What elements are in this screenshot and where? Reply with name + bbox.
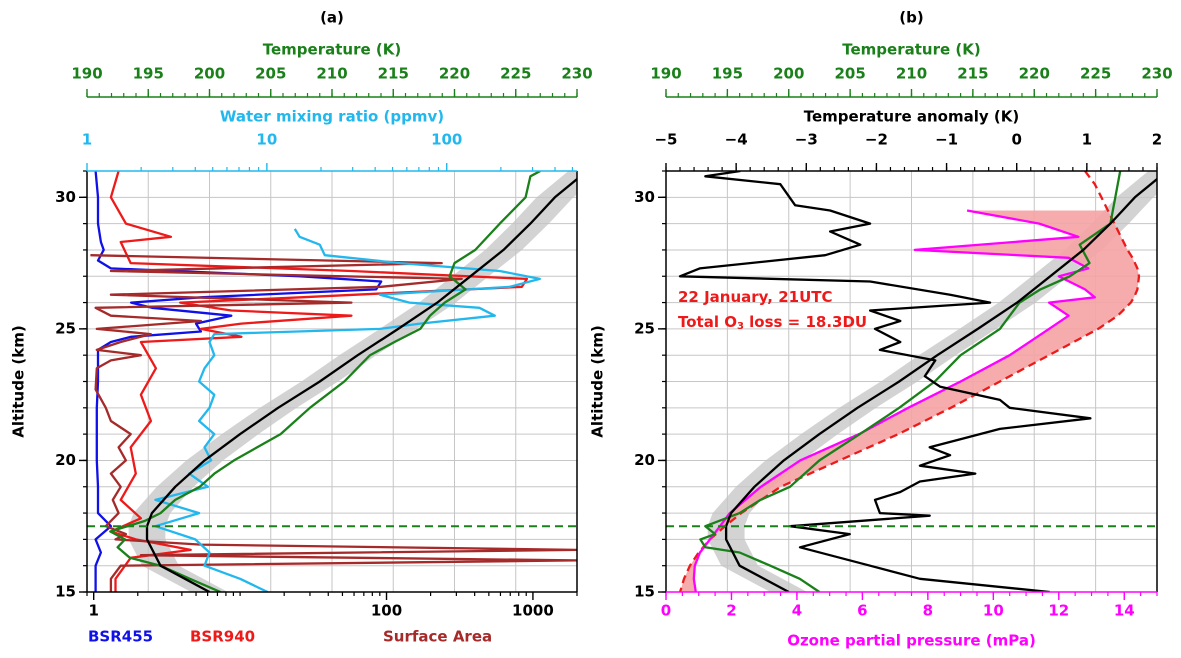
profile-line	[90, 254, 577, 592]
x-tick-label: −2	[865, 131, 888, 149]
x-tick-label: 100	[431, 131, 462, 149]
x-tick-label: 4	[792, 602, 802, 620]
profile-line	[724, 177, 1157, 592]
x-tick-label: 220	[1019, 65, 1050, 83]
x-tick-label: 230	[561, 65, 592, 83]
x-tick-label: 8	[923, 602, 933, 620]
annotation-text: loss = 18.3DU	[744, 313, 867, 331]
annotation: 22 January, 21UTC	[678, 288, 833, 306]
axis-title: Temperature (K)	[842, 41, 980, 59]
profile-line	[94, 171, 383, 592]
profile-line	[699, 171, 1122, 592]
profile-line	[678, 171, 1092, 592]
annotation-subscript: 3	[737, 321, 744, 332]
profile-line	[678, 171, 1141, 592]
x-tick-label: −3	[795, 131, 818, 149]
x-tick-label: 0	[1011, 131, 1021, 149]
x-tick-label: 215	[957, 65, 988, 83]
axis-title: Temperature (K)	[263, 41, 401, 59]
x-tick-label: 200	[773, 65, 804, 83]
x-tick-label: 225	[1080, 65, 1111, 83]
x-tick-label: 210	[896, 65, 927, 83]
x-tick-label: 205	[255, 65, 286, 83]
x-tick-label: 0	[661, 602, 671, 620]
axis-title: Temperature anomaly (K)	[804, 108, 1019, 126]
x-tick-label: 1	[1082, 131, 1092, 149]
y-axis-title: Altitude (km)	[589, 325, 607, 437]
x-tick-label: 200	[194, 65, 225, 83]
legend-label: BSR455	[88, 628, 153, 646]
x-tick-label: 1000	[512, 602, 554, 620]
x-tick-label: 195	[133, 65, 164, 83]
y-tick-label: 25	[634, 319, 655, 337]
panel-title: (a)	[320, 9, 344, 27]
x-tick-label: −4	[725, 131, 748, 149]
x-tick-label: 190	[650, 65, 681, 83]
x-tick-label: −1	[935, 131, 958, 149]
x-tick-label: −5	[654, 131, 677, 149]
x-tick-label: 215	[378, 65, 409, 83]
annotation-text: 22 January, 21UTC	[678, 288, 833, 306]
uncertainty-band	[707, 171, 1157, 592]
profile-line	[145, 177, 577, 592]
x-tick-label: 220	[439, 65, 470, 83]
annotation-text: Total O	[678, 313, 737, 331]
y-tick-label: 15	[634, 583, 655, 601]
profile-line	[692, 209, 1096, 592]
y-tick-label: 30	[55, 188, 76, 206]
plot-area	[678, 171, 1157, 592]
loss-area	[680, 210, 1139, 592]
x-tick-label: 10	[983, 602, 1004, 620]
x-tick-label: 195	[712, 65, 743, 83]
x-tick-label: 210	[316, 65, 347, 83]
y-axis-title: Altitude (km)	[10, 325, 28, 437]
plot-area	[90, 171, 577, 592]
x-tick-label: 2	[1152, 131, 1162, 149]
panel-title: (b)	[899, 9, 923, 27]
x-tick-label: 12	[1048, 602, 1069, 620]
legend-label: BSR940	[190, 628, 255, 646]
axis-title: Ozone partial pressure (mPa)	[787, 632, 1036, 650]
x-tick-label: 190	[71, 65, 102, 83]
x-tick-label: 205	[834, 65, 865, 83]
y-tick-label: 25	[55, 319, 76, 337]
x-tick-label: 1	[88, 602, 98, 620]
axis-title: Water mixing ratio (ppmv)	[220, 108, 444, 126]
y-tick-label: 15	[55, 583, 76, 601]
profile-line	[109, 171, 541, 592]
x-tick-label: 230	[1141, 65, 1172, 83]
x-tick-label: 6	[857, 602, 867, 620]
x-tick-label: 1	[82, 131, 92, 149]
profile-line	[154, 228, 541, 592]
x-tick-label: 2	[726, 602, 736, 620]
annotation: Total O3 loss = 18.3DU	[678, 313, 867, 333]
y-tick-label: 20	[55, 451, 76, 469]
x-tick-label: 10	[256, 131, 277, 149]
x-tick-label: 100	[371, 602, 402, 620]
y-tick-label: 20	[634, 451, 655, 469]
x-tick-label: 225	[500, 65, 531, 83]
legend-label: Surface Area	[383, 628, 492, 646]
y-tick-label: 30	[634, 188, 655, 206]
x-tick-label: 14	[1114, 602, 1135, 620]
